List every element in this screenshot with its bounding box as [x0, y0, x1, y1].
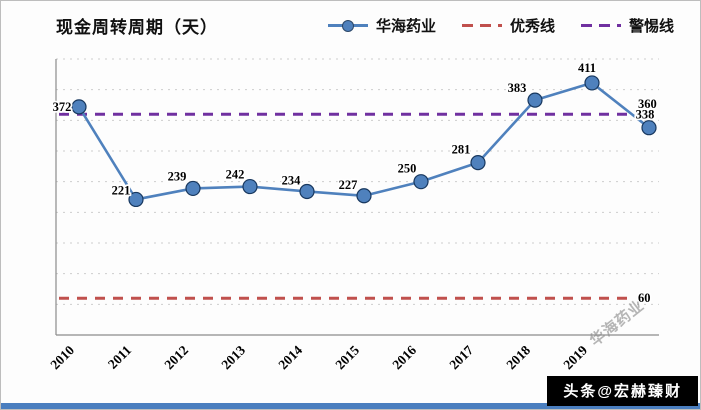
cash-cycle-line-chart: 360 60 372 221 239 242 234 227 250 281 383 411 338 20… [47, 58, 659, 372]
data-label: 239 [168, 169, 187, 183]
data-label: 250 [398, 162, 417, 176]
chart-title: 现金周转周期（天） [56, 18, 218, 37]
bottom-accent-bar [1, 403, 700, 409]
x-tick-label: 2017 [446, 342, 476, 372]
data-point [299, 183, 315, 200]
refline-label: 360 [638, 97, 657, 111]
data-label: 234 [282, 173, 302, 187]
data-point [641, 120, 657, 136]
x-tick-label: 2013 [218, 342, 248, 372]
legend-item-series: 华海药业 [327, 15, 436, 36]
x-tick-label: 2010 [47, 342, 77, 372]
refline-label: 60 [638, 291, 651, 305]
data-point [128, 191, 144, 208]
data-label: 221 [112, 183, 131, 197]
data-label: 338 [636, 108, 655, 122]
data-label: 411 [578, 61, 596, 75]
data-point [584, 75, 600, 91]
data-label: 281 [452, 143, 471, 157]
x-tick-label: 2018 [503, 342, 533, 372]
data-point [470, 155, 486, 171]
x-tick-label: 2016 [389, 342, 419, 372]
series-line-sample-icon [327, 19, 368, 32]
series-marker-icon [341, 19, 354, 32]
legend: 华海药业 优秀线 警惕线 [327, 15, 674, 36]
data-label: 242 [226, 168, 245, 182]
legend-label-excellent: 优秀线 [509, 19, 555, 35]
data-label: 372 [53, 100, 72, 114]
data-point [356, 188, 372, 204]
data-label: 227 [339, 178, 358, 192]
data-point [71, 99, 87, 115]
x-tick-label: 2011 [105, 342, 134, 371]
data-point [527, 92, 543, 108]
legend-item-excellent-line: 优秀线 [461, 15, 555, 36]
x-tick-label: 2014 [275, 342, 305, 372]
legend-label-warning: 警惕线 [628, 19, 674, 35]
data-point [413, 174, 429, 190]
data-label: 383 [508, 81, 527, 95]
legend-item-warning-line: 警惕线 [580, 15, 674, 36]
legend-label-series: 华海药业 [375, 19, 436, 35]
chart-header: 现金周转周期（天） 华海药业 优秀线 警惕线 [56, 13, 674, 38]
data-point [185, 180, 201, 197]
data-point [242, 178, 258, 195]
x-tick-label: 2019 [560, 342, 590, 372]
excellent-dash-sample-icon [461, 24, 502, 27]
warning-dash-sample-icon [580, 24, 621, 27]
source-badge: 头条@宏赫臻财 [547, 376, 698, 406]
x-tick-label: 2012 [161, 342, 191, 372]
x-tick-label: 2015 [332, 342, 362, 372]
